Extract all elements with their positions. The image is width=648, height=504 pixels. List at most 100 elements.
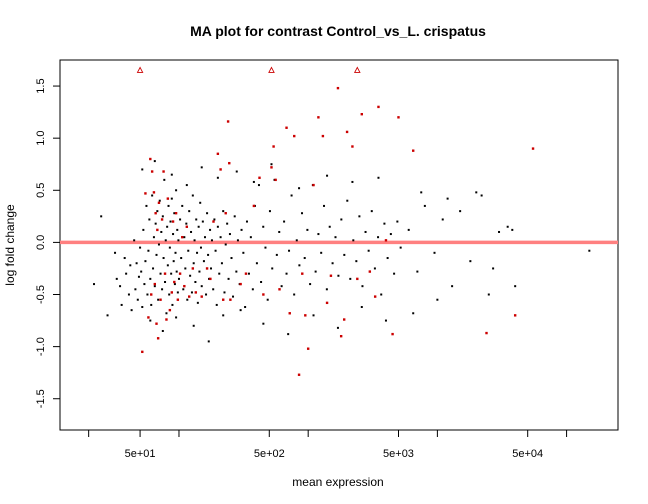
data-point-not-significant bbox=[360, 306, 363, 309]
data-point-not-significant bbox=[314, 270, 317, 273]
data-point-not-significant bbox=[190, 291, 193, 294]
data-point-significant bbox=[351, 145, 354, 148]
data-point-not-significant bbox=[203, 236, 206, 239]
data-point-significant bbox=[153, 282, 157, 286]
data-point-not-significant bbox=[245, 220, 248, 223]
data-point-significant bbox=[304, 314, 307, 317]
data-point-not-significant bbox=[170, 272, 173, 275]
data-point-not-significant bbox=[149, 277, 152, 280]
data-point-significant bbox=[321, 134, 325, 138]
data-point-not-significant bbox=[198, 270, 201, 273]
data-point-not-significant bbox=[367, 249, 370, 252]
data-point-not-significant bbox=[119, 285, 122, 288]
data-point-not-significant bbox=[343, 253, 346, 256]
data-point-not-significant bbox=[377, 176, 380, 179]
data-point-not-significant bbox=[220, 262, 223, 265]
y-tick-label: 0.5 bbox=[35, 183, 47, 198]
data-point-not-significant bbox=[115, 277, 118, 280]
data-point-not-significant bbox=[396, 220, 399, 223]
data-point-significant bbox=[244, 272, 248, 275]
data-point-significant bbox=[336, 86, 340, 90]
data-point-not-significant bbox=[152, 267, 155, 270]
data-point-not-significant bbox=[155, 253, 158, 256]
data-point-significant bbox=[274, 178, 277, 182]
data-point-not-significant bbox=[148, 218, 151, 221]
data-point-significant bbox=[181, 235, 184, 239]
data-point-not-significant bbox=[364, 230, 367, 233]
data-point-not-significant bbox=[172, 233, 175, 236]
data-point-not-significant bbox=[328, 225, 331, 228]
data-point-not-significant bbox=[514, 285, 517, 288]
data-point-not-significant bbox=[201, 220, 204, 223]
data-point-not-significant bbox=[326, 174, 329, 177]
data-point-significant bbox=[391, 332, 394, 336]
x-tick-label: 5e+03 bbox=[383, 448, 414, 460]
data-point-significant bbox=[219, 168, 222, 171]
data-point-not-significant bbox=[140, 270, 143, 273]
data-point-not-significant bbox=[317, 233, 320, 236]
data-point-significant bbox=[339, 334, 343, 338]
data-point-not-significant bbox=[163, 178, 166, 181]
data-point-not-significant bbox=[349, 277, 352, 280]
data-point-significant bbox=[226, 120, 230, 123]
data-point-not-significant bbox=[184, 267, 187, 270]
data-point-not-significant bbox=[175, 189, 178, 192]
data-point-not-significant bbox=[130, 309, 133, 312]
data-point-not-significant bbox=[192, 262, 195, 265]
data-point-significant bbox=[150, 170, 154, 173]
data-point-not-significant bbox=[200, 166, 203, 169]
data-point-not-significant bbox=[301, 212, 304, 215]
data-point-not-significant bbox=[182, 288, 185, 291]
data-point-not-significant bbox=[127, 293, 130, 296]
x-axis-label: mean expression bbox=[292, 475, 383, 489]
data-point-not-significant bbox=[446, 197, 449, 200]
data-point-outlier-triangle bbox=[136, 66, 144, 73]
data-point-not-significant bbox=[244, 306, 247, 309]
data-point-not-significant bbox=[215, 303, 218, 306]
data-point-not-significant bbox=[162, 257, 165, 260]
data-point-not-significant bbox=[93, 283, 96, 286]
data-point-not-significant bbox=[168, 246, 171, 249]
data-point-significant bbox=[258, 176, 261, 179]
data-point-not-significant bbox=[195, 218, 198, 221]
data-point-not-significant bbox=[412, 312, 415, 315]
data-point-not-significant bbox=[224, 243, 227, 246]
data-point-not-significant bbox=[312, 314, 315, 317]
data-point-significant bbox=[384, 239, 388, 242]
data-point-not-significant bbox=[433, 251, 436, 254]
data-point-not-significant bbox=[152, 236, 155, 239]
data-point-significant bbox=[377, 105, 380, 109]
data-point-not-significant bbox=[331, 262, 334, 265]
data-point-significant bbox=[485, 331, 488, 335]
data-point-not-significant bbox=[196, 251, 199, 254]
data-point-not-significant bbox=[386, 257, 389, 260]
data-point-not-significant bbox=[200, 285, 203, 288]
data-point-not-significant bbox=[181, 204, 184, 207]
data-point-significant bbox=[162, 170, 165, 173]
data-point-not-significant bbox=[436, 298, 439, 301]
data-point-not-significant bbox=[166, 225, 169, 228]
data-point-not-significant bbox=[159, 272, 162, 275]
data-point-not-significant bbox=[389, 233, 392, 236]
data-point-significant bbox=[228, 161, 231, 165]
data-point-not-significant bbox=[223, 291, 226, 294]
data-point-significant bbox=[174, 212, 178, 215]
data-point-not-significant bbox=[173, 283, 176, 286]
data-point-significant bbox=[183, 284, 186, 288]
data-point-not-significant bbox=[383, 222, 386, 225]
data-point-not-significant bbox=[205, 293, 208, 296]
data-point-significant bbox=[166, 197, 170, 200]
data-point-not-significant bbox=[492, 267, 495, 270]
data-point-not-significant bbox=[213, 218, 216, 221]
data-point-not-significant bbox=[266, 298, 269, 301]
data-point-not-significant bbox=[399, 246, 402, 249]
data-point-significant bbox=[171, 220, 175, 223]
x-tick-label: 5e+02 bbox=[254, 448, 285, 460]
data-point-not-significant bbox=[380, 293, 383, 296]
data-point-not-significant bbox=[511, 228, 514, 231]
data-point-significant bbox=[329, 274, 333, 277]
data-point-significant bbox=[239, 282, 242, 286]
data-point-not-significant bbox=[141, 168, 144, 171]
data-point-not-significant bbox=[153, 285, 156, 288]
data-point-not-significant bbox=[187, 249, 190, 252]
